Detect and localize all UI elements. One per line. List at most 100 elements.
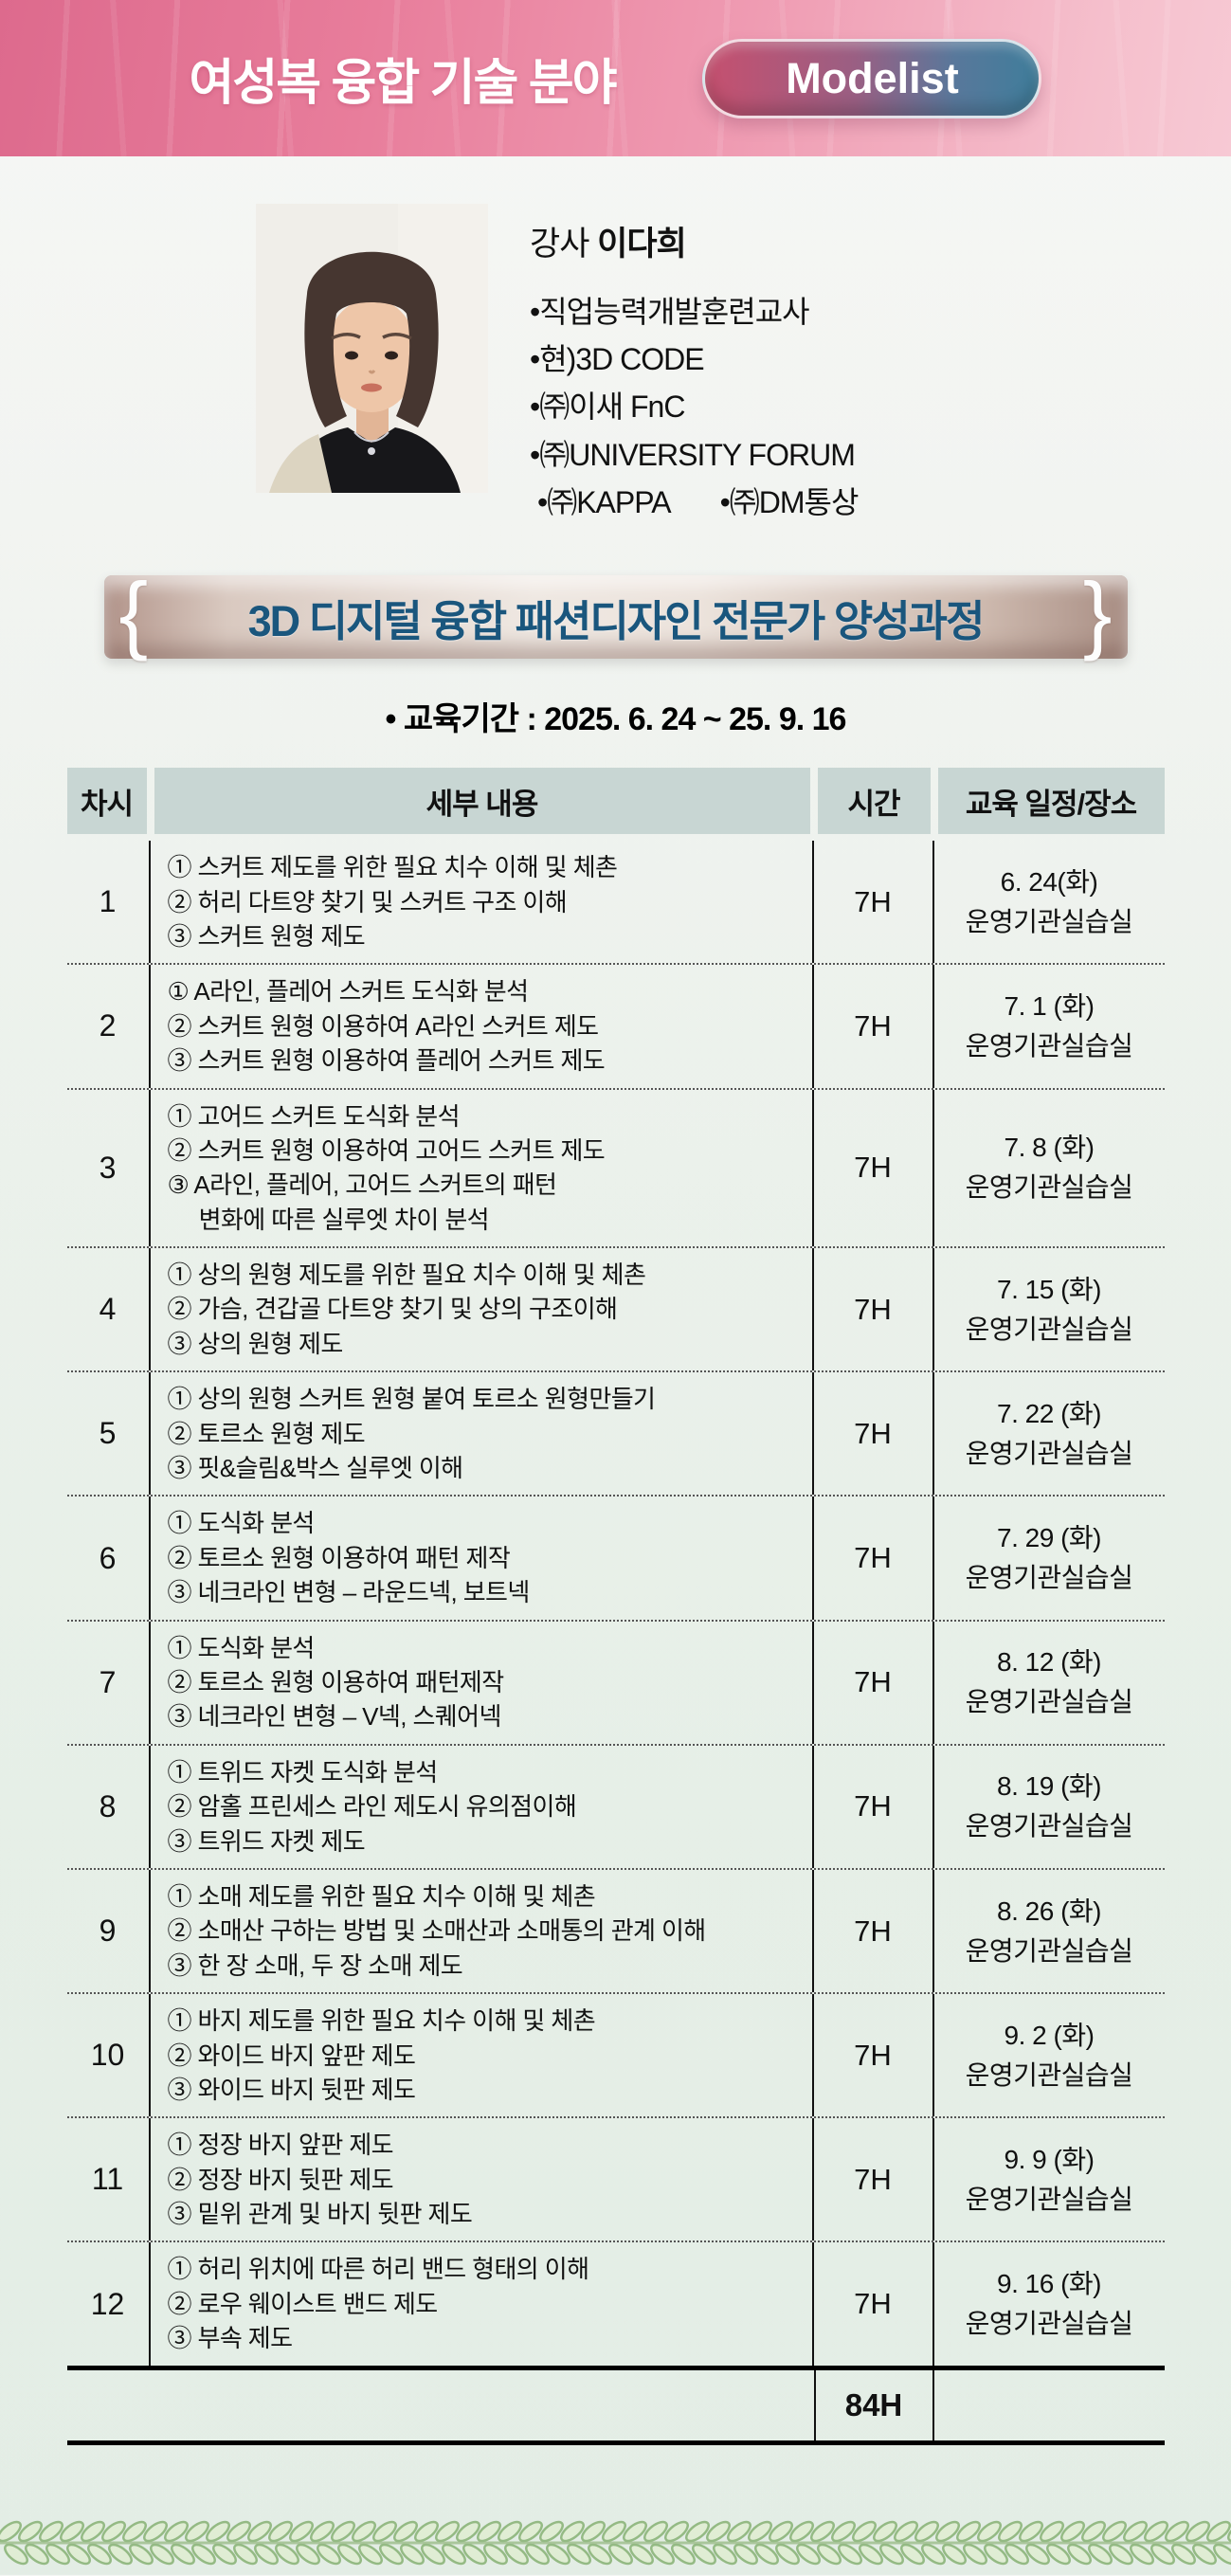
table-row: 5 ① 상의 원형 스커트 원형 붙여 토르소 원형만들기 ② 토르소 원형 제도… — [66, 1372, 1165, 1497]
session-schedule: 7. 8 (화) 운영기관실습실 — [934, 1090, 1165, 1247]
detail-line: ② 가슴, 견갑골 다트양 찾기 및 상의 구조이해 — [167, 1295, 618, 1324]
banner-brace-left-icon: { — [118, 565, 149, 662]
detail-line: ② 토르소 원형 이용하여 패턴 제작 — [167, 1543, 511, 1572]
schedule-line: 운영기관실습실 — [965, 2184, 1133, 2214]
session-number: 6 — [67, 1497, 151, 1620]
detail-line: ③ 네크라인 변형 – 라운드넥, 보트넥 — [167, 1578, 531, 1607]
table-row: 12 ① 허리 위치에 따른 허리 밴드 형태의 이해 ② 로우 웨이스트 밴드 … — [67, 2242, 1165, 2366]
page-title: 여성복 융합 기술 분야 — [189, 56, 618, 111]
session-number: 8 — [67, 1745, 151, 1868]
schedule-line: 9. 9 (화) — [1004, 2144, 1095, 2174]
instructor-profile: 강사 이다희 •직업능력개발훈련교사 •현)3D CODE •㈜이새 FnC •㈜UN… — [0, 204, 1231, 526]
table-row: 7 ① 도식화 분석 ② 토르소 원형 이용하여 패턴제작 ③ 네크라인 변형 – … — [66, 1621, 1165, 1746]
session-number: 7 — [67, 1621, 151, 1744]
col-header-hours: 시간 — [814, 768, 934, 835]
detail-line: ② 스커트 원형 이용하여 고어드 스커트 제도 — [167, 1135, 606, 1165]
col-header-details: 세부 내용 — [151, 768, 814, 835]
session-hours: 7H — [814, 2118, 934, 2241]
session-number: 9 — [67, 1869, 151, 1993]
detail-line: ② 토르소 원형 제도 — [167, 1419, 366, 1448]
session-hours: 7H — [814, 1869, 934, 1993]
detail-line: ③ 와이드 바지 뒷판 제도 — [167, 2075, 416, 2104]
session-number: 3 — [67, 1089, 151, 1247]
session-number: 2 — [67, 965, 151, 1088]
session-schedule: 9. 16 (화) 운영기관실습실 — [934, 2242, 1165, 2365]
table-row: 10 ① 바지 제도를 위한 필요 치수 이해 및 체촌 ② 와이드 바지 앞판 … — [66, 1994, 1165, 2119]
total-empty-schedule — [934, 2370, 1165, 2440]
session-hours: 7H — [814, 1994, 934, 2117]
education-period: • 교육기간 : 2025. 6. 24 ~ 25. 9. 16 — [385, 701, 847, 738]
session-details: ① 고어드 스커트 도식화 분석 ② 스커트 원형 이용하여 고어드 스커트 제도… — [151, 1089, 814, 1247]
session-details: ① 도식화 분석 ② 토르소 원형 이용하여 패턴제작 ③ 네크라인 변형 – V넥… — [151, 1621, 814, 1744]
table-row: 1 ① 스커트 제도를 위한 필요 치수 이해 및 체촌 ② 허리 다트양 찾기 … — [66, 841, 1165, 966]
course-banner-ribbon: 3D 디지털 융합 패션디자인 전문가 양성과정 — [103, 575, 1128, 660]
detail-line: 변화에 따른 실루엣 차이 분석 — [167, 1205, 490, 1234]
detail-line: ③ 스커트 원형 이용하여 플레어 스커트 제도 — [167, 1046, 606, 1076]
modelist-badge: Modelist — [702, 38, 1042, 118]
table-total-row: 84H — [66, 2365, 1165, 2445]
schedule-table-body: 1 ① 스커트 제도를 위한 필요 치수 이해 및 체촌 ② 허리 다트양 찾기 … — [66, 841, 1165, 2366]
detail-line: ③ 트위드 자켓 제도 — [167, 1826, 366, 1856]
schedule-line: 6. 24(화) — [1000, 866, 1098, 897]
schedule-line: 운영기관실습실 — [965, 1438, 1133, 1468]
schedule-line: 8. 19 (화) — [997, 1771, 1101, 1802]
detail-line: ② 와이드 바지 앞판 제도 — [167, 2041, 416, 2070]
session-details: ① 상의 원형 제도를 위한 필요 치수 이해 및 체촌 ② 가슴, 견갑골 다트… — [151, 1248, 814, 1371]
col-header-session: 차시 — [66, 768, 151, 835]
schedule-line: 운영기관실습실 — [965, 1811, 1133, 1841]
session-schedule: 8. 26 (화) 운영기관실습실 — [934, 1870, 1165, 1992]
session-details: ① 트위드 자켓 도식화 분석 ② 암홀 프린세스 라인 제도시 유의점이해 ③ 트… — [151, 1745, 814, 1868]
session-details: ① 정장 바지 앞판 제도 ② 정장 바지 뒷판 제도 ③ 밑위 관계 및 바지 뒷… — [151, 2118, 814, 2241]
table-row: 9 ① 소매 제도를 위한 필요 치수 이해 및 체촌 ② 소매산 구하는 방법 … — [66, 1869, 1165, 1995]
session-details: ① 스커트 제도를 위한 필요 치수 이해 및 체촌 ② 허리 다트양 찾기 및 … — [151, 841, 814, 964]
schedule-line: 운영기관실습실 — [965, 906, 1133, 936]
session-hours: 7H — [814, 1497, 934, 1620]
total-empty-session — [67, 2370, 151, 2440]
session-hours: 7H — [814, 1089, 934, 1247]
credential-item: •직업능력개발훈련교사 — [530, 295, 810, 329]
detail-line: ③ 상의 원형 제도 — [167, 1329, 344, 1358]
schedule-line: 7. 15 (화) — [997, 1274, 1101, 1304]
schedule-line: 7. 8 (화) — [1004, 1133, 1095, 1163]
detail-line: ② 정장 바지 뒷판 제도 — [167, 2165, 394, 2194]
schedule-line: 운영기관실습실 — [965, 1030, 1133, 1061]
session-schedule: 7. 22 (화) 운영기관실습실 — [934, 1372, 1165, 1495]
schedule-line: 운영기관실습실 — [965, 1172, 1133, 1203]
col-header-schedule: 교육 일정/장소 — [934, 768, 1165, 835]
instructor-name-line: 강사 이다희 — [530, 217, 975, 265]
detail-line: ③ 한 장 소매, 두 장 소매 제도 — [167, 1950, 463, 1980]
session-number: 4 — [67, 1248, 151, 1371]
schedule-line: 9. 2 (화) — [1004, 2020, 1095, 2050]
session-schedule: 7. 15 (화) 운영기관실습실 — [934, 1248, 1165, 1370]
schedule-line: 7. 1 (화) — [1004, 990, 1095, 1021]
schedule-line: 7. 29 (화) — [997, 1523, 1101, 1552]
detail-line: ① 상의 원형 제도를 위한 필요 치수 이해 및 체촌 — [167, 1261, 646, 1290]
session-details: ① 바지 제도를 위한 필요 치수 이해 및 체촌 ② 와이드 바지 앞판 제도 ③… — [151, 1994, 814, 2117]
instructor-photo — [256, 204, 488, 493]
session-schedule: 6. 24(화) 운영기관실습실 — [934, 841, 1165, 963]
detail-line: ② 스커트 원형 이용하여 A라인 스커트 제도 — [167, 1011, 600, 1041]
table-row: 6 ① 도식화 분석 ② 토르소 원형 이용하여 패턴 제작 ③ 네크라인 변형 –… — [66, 1497, 1165, 1622]
session-details: ① 허리 위치에 따른 허리 밴드 형태의 이해 ② 로우 웨이스트 밴드 제도 ③… — [151, 2242, 814, 2366]
session-hours: 7H — [814, 1372, 934, 1496]
session-number: 12 — [67, 2242, 151, 2366]
detail-line: ① 상의 원형 스커트 원형 붙여 토르소 원형만들기 — [167, 1385, 656, 1414]
schedule-line: 9. 16 (화) — [997, 2269, 1101, 2299]
schedule-line: 운영기관실습실 — [965, 2309, 1133, 2339]
detail-line: ① 허리 위치에 따른 허리 밴드 형태의 이해 — [167, 2255, 589, 2284]
detail-line: ① 도식화 분석 — [167, 1633, 316, 1662]
total-empty-details — [151, 2370, 814, 2440]
detail-line: ③ A라인, 플레어, 고어드 스커트의 패턴 — [167, 1170, 557, 1200]
session-schedule: 9. 9 (화) 운영기관실습실 — [934, 2118, 1165, 2240]
session-hours: 7H — [814, 841, 934, 964]
credential-item: •㈜UNIVERSITY FORUM — [530, 437, 856, 472]
session-number: 5 — [67, 1372, 151, 1496]
session-hours: 7H — [814, 1248, 934, 1371]
credential-item: •㈜이새 FnC — [530, 390, 685, 425]
session-details: ① 상의 원형 스커트 원형 붙여 토르소 원형만들기 ② 토르소 원형 제도 ③ … — [151, 1372, 814, 1496]
instructor-credentials-last-row: •㈜KAPPA •㈜DM통상 — [530, 479, 975, 526]
detail-line: ② 허리 다트양 찾기 및 스커트 구조 이해 — [167, 887, 568, 916]
schedule-line: 운영기관실습실 — [965, 1935, 1133, 1966]
detail-line: ① 소매 제도를 위한 필요 치수 이해 및 체촌 — [167, 1881, 596, 1911]
detail-line: ③ 네크라인 변형 – V넥, 스퀘어넥 — [167, 1702, 502, 1732]
